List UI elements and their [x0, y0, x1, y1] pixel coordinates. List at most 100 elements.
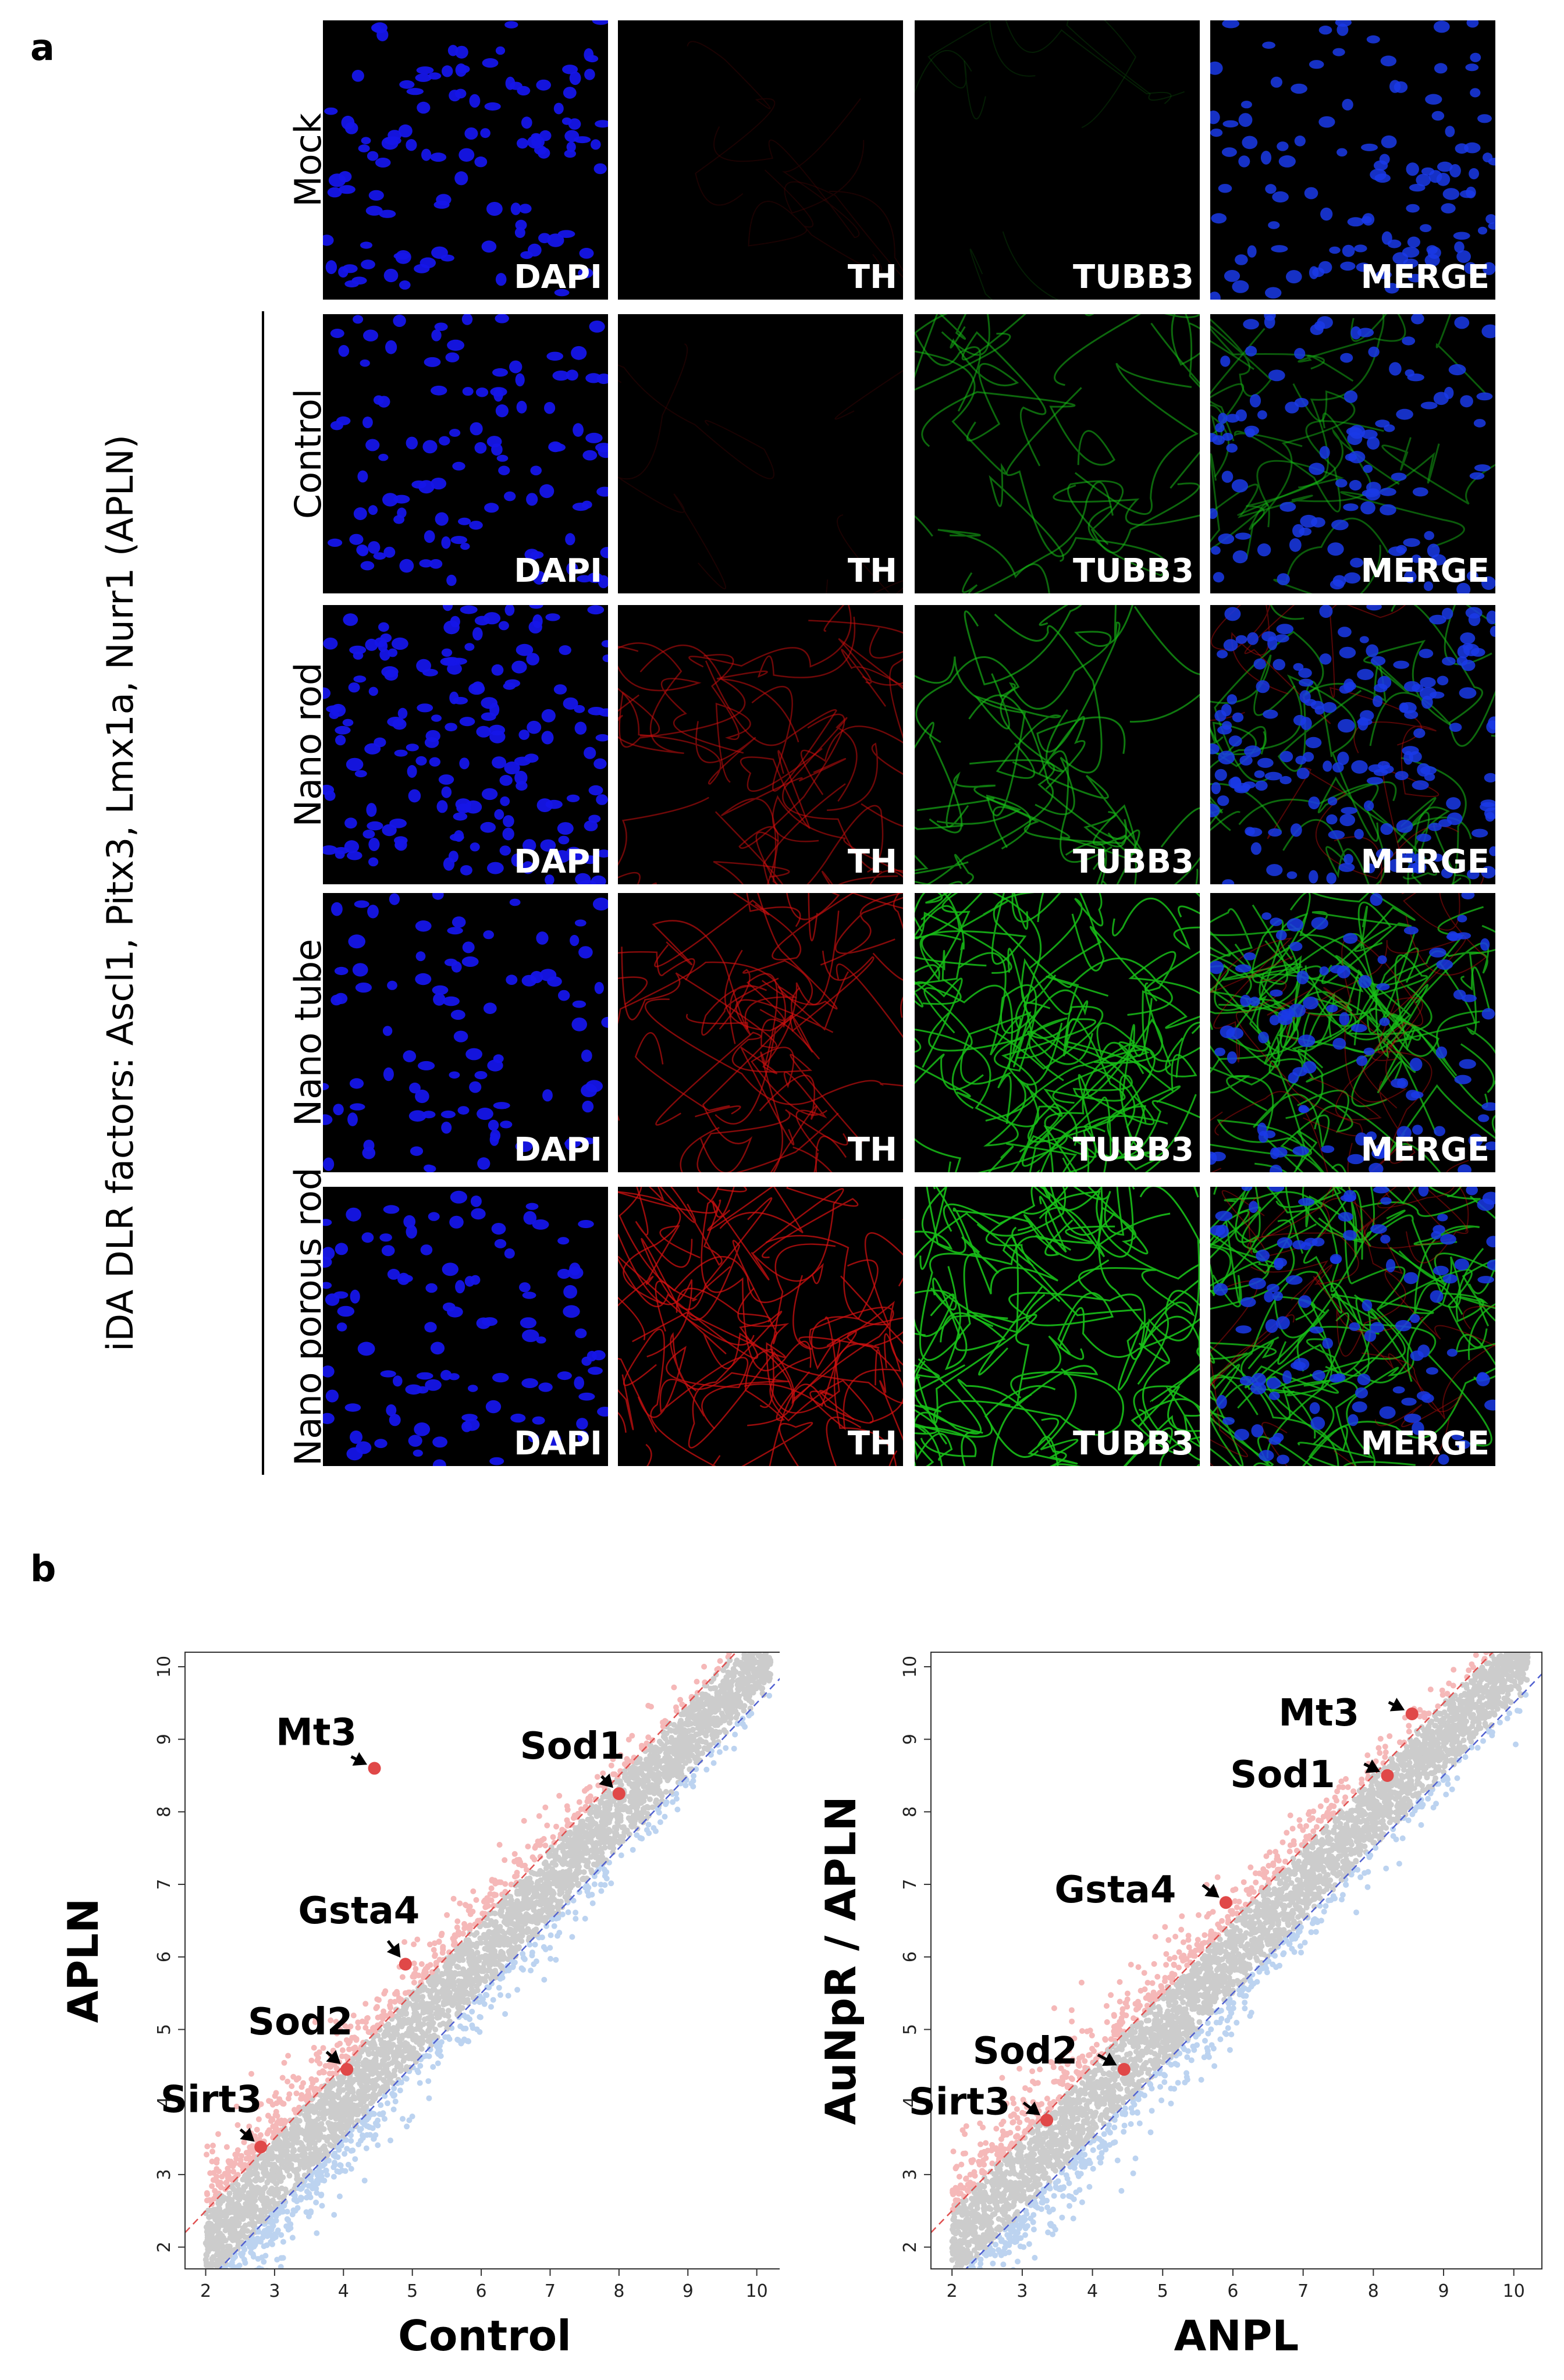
data-point [214, 2288, 219, 2294]
data-point [230, 2222, 236, 2228]
gene-label-mt3: Mt3 [276, 1712, 357, 1755]
data-point [683, 1760, 689, 1766]
data-point [381, 2008, 387, 2015]
data-point [414, 1936, 421, 1943]
data-point [465, 1923, 472, 1930]
data-point [766, 1639, 772, 1645]
data-point [703, 1732, 709, 1739]
data-point [759, 1644, 765, 1650]
data-point [626, 1831, 632, 1837]
data-point [230, 2264, 237, 2269]
data-point [668, 1789, 674, 1795]
data-point [520, 1955, 527, 1961]
data-point [229, 2290, 235, 2296]
data-point [272, 2112, 279, 2118]
data-point [520, 1966, 526, 1973]
data-point [525, 1844, 531, 1849]
data-point [233, 2103, 240, 2109]
data-point [531, 1856, 538, 1863]
data-point [204, 2235, 211, 2241]
data-point [328, 2064, 334, 2070]
data-point [601, 1840, 607, 1846]
data-point [531, 1961, 537, 1968]
data-point [252, 2207, 258, 2213]
data-point [693, 1766, 699, 1773]
data-point [388, 2046, 394, 2052]
data-point [465, 1907, 472, 1913]
data-point [226, 2168, 232, 2175]
data-point [326, 2071, 333, 2077]
data-point [695, 1725, 701, 1731]
data-point [677, 1696, 684, 1703]
data-point [297, 2186, 304, 2192]
data-point [282, 2140, 288, 2146]
data-point [663, 1799, 670, 1805]
data-point [390, 2071, 397, 2077]
data-point [246, 2123, 253, 2130]
data-point [220, 2218, 226, 2225]
data-point [342, 2023, 349, 2029]
micrograph-image [915, 605, 1200, 884]
data-point [699, 1750, 706, 1756]
data-point [278, 2264, 284, 2269]
data-point [492, 1948, 498, 1954]
data-point [237, 2157, 244, 2164]
data-point [275, 2118, 282, 2125]
data-point [534, 1899, 540, 1905]
data-point [741, 1655, 748, 1662]
data-point [555, 1854, 561, 1860]
data-point [721, 1727, 727, 1733]
data-point [370, 2084, 376, 2090]
data-point [598, 1888, 605, 1894]
data-point [477, 2014, 484, 2020]
data-point [204, 2190, 210, 2196]
data-point [425, 2078, 432, 2084]
micrograph-control-th: TH [618, 314, 903, 593]
data-point [701, 1663, 708, 1670]
data-point [1427, 1687, 1434, 1692]
data-point [281, 2193, 287, 2200]
data-point [342, 2095, 348, 2101]
data-point [393, 2059, 399, 2065]
data-point [215, 2287, 221, 2293]
data-point [431, 1947, 437, 1953]
data-point [557, 1887, 563, 1894]
micrograph-image [1210, 20, 1495, 300]
data-point [245, 2170, 251, 2176]
data-point [400, 2058, 407, 2064]
data-point [465, 1973, 471, 1980]
data-point [541, 1944, 547, 1950]
gene-point-gsta4 [399, 1958, 412, 1971]
data-point [237, 2233, 243, 2240]
data-point [367, 2077, 373, 2084]
data-point [466, 1981, 472, 1987]
x-tick-label: 5 [407, 2281, 418, 2301]
data-point [748, 1685, 755, 1691]
x-tick-label: 4 [338, 2281, 349, 2301]
data-point [723, 1675, 730, 1681]
gene-arrow-head [326, 2050, 341, 2064]
data-point [592, 1844, 599, 1851]
data-point [537, 1854, 543, 1860]
data-point [529, 1904, 535, 1910]
data-point [562, 1884, 568, 1890]
data-point [602, 1803, 608, 1810]
data-point [748, 1699, 755, 1706]
data-point [245, 2203, 251, 2209]
data-point [254, 2185, 261, 2190]
data-point [339, 2167, 345, 2173]
data-point [731, 1698, 738, 1704]
data-point [307, 2168, 313, 2174]
data-point [452, 1941, 458, 1947]
data-point [671, 1728, 677, 1734]
data-point [273, 2213, 279, 2219]
data-point [521, 1817, 527, 1824]
data-point [546, 1853, 552, 1859]
data-point [575, 1880, 582, 1887]
data-point [643, 1765, 649, 1771]
data-point [203, 2256, 209, 2262]
data-point [465, 1955, 472, 1962]
data-point [535, 1920, 541, 1926]
data-point [613, 1830, 620, 1837]
